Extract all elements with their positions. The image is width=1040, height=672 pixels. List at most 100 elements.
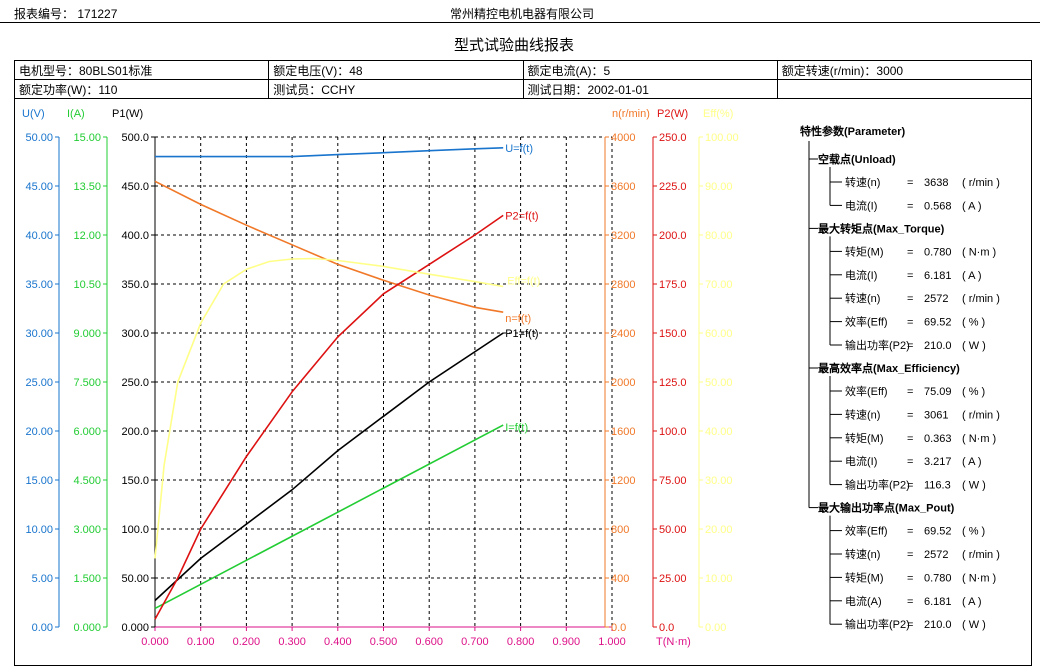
right-axis-tick-label: 3600: [611, 181, 635, 193]
parameter-unit: ( A ): [962, 270, 982, 282]
parameter-unit: ( r/min ): [962, 293, 1000, 305]
parameter-value: 3.217: [924, 456, 952, 468]
parameter-equals: =: [907, 177, 913, 189]
parameter-equals: =: [907, 596, 913, 608]
parameter-name: 转速(n): [845, 175, 880, 189]
right-axis-tick-label: 125.0: [659, 377, 687, 389]
x-tick-label: 1.000: [598, 636, 626, 648]
parameter-name: 输出功率(P2): [845, 338, 910, 352]
parameter-value: 6.181: [924, 596, 952, 608]
chart-panel: [14, 98, 1032, 666]
x-tick-label: 0.600: [415, 636, 443, 648]
parameter-unit: ( N·m ): [962, 433, 996, 445]
left-axis-tick-label: 50.00: [25, 132, 53, 144]
series-label-Eff: Eff=f(t): [507, 275, 540, 287]
parameter-name: 转速(n): [845, 547, 880, 561]
left-axis-tick-label: 10.50: [73, 279, 101, 291]
left-axis-tick-label: 150.0: [121, 475, 149, 487]
info-row: 额定功率(W)：110 测试员：CCHY 测试日期：2002-01-01: [13, 79, 1033, 99]
right-axis-tick-label: 75.00: [659, 475, 687, 487]
right-axis-tick-label: 0.0: [611, 622, 626, 634]
x-tick-label: 0.000: [141, 636, 169, 648]
left-axis-tick-label: 500.0: [121, 132, 149, 144]
parameter-value: 210.0: [924, 619, 952, 631]
parameter-equals: =: [907, 433, 913, 445]
parameter-name: 效率(Eff): [845, 315, 888, 329]
right-axis-tick-label: 90.00: [705, 181, 733, 193]
left-axis-tick-label: 1.500: [73, 573, 101, 585]
parameter-value: 2572: [924, 549, 948, 561]
parameter-equals: =: [907, 246, 913, 258]
parameter-value: 0.780: [924, 246, 952, 258]
left-axis-tick-label: 450.0: [121, 181, 149, 193]
parameter-equals: =: [907, 293, 913, 305]
left-axis-tick-label: 35.00: [25, 279, 53, 291]
parameter-unit: ( A ): [962, 200, 982, 212]
right-axis-tick-label: 200.0: [659, 230, 687, 242]
company-name: 常州精控电机电器有限公司: [450, 7, 595, 21]
parameter-group-title: 最大输出功率点(Max_Pout): [818, 501, 955, 515]
parameter-name: 转矩(M): [845, 431, 884, 445]
right-axis-tick-label: 50.00: [705, 377, 733, 389]
parameter-group-title: 最大转矩点(Max_Torque): [818, 221, 945, 235]
parameter-unit: ( W ): [962, 619, 986, 631]
parameter-name: 转速(n): [845, 291, 880, 305]
motor-info-table: 电机型号：80BLS01标准 额定电压(V)：48 额定电流(A)：5 额定转速…: [13, 60, 1033, 99]
x-tick-label: 0.900: [553, 636, 581, 648]
left-axis-tick-label: 12.00: [73, 230, 101, 242]
x-axis-title: T(N·m): [656, 636, 691, 648]
parameter-equals: =: [907, 340, 913, 352]
left-axis-tick-label: 40.00: [25, 230, 53, 242]
parameter-value: 0.780: [924, 572, 952, 584]
x-tick-label: 0.200: [233, 636, 261, 648]
right-axis-tick-label: 70.00: [705, 279, 733, 291]
left-axis-tick-label: 15.00: [25, 475, 53, 487]
left-axis-tick-label: 50.00: [121, 573, 149, 585]
right-axis-tick-label: 175.0: [659, 279, 687, 291]
right-axis-tick-label: 80.00: [705, 230, 733, 242]
series-label-P2: P2=f(t): [505, 210, 538, 222]
left-axis-tick-label: 400.0: [121, 230, 149, 242]
left-axis-tick-label: 15.00: [73, 132, 101, 144]
right-axis-tick-label: 150.0: [659, 328, 687, 340]
parameter-name: 效率(Eff): [845, 524, 888, 538]
right-axis-title-P2: P2(W): [657, 108, 688, 120]
left-axis-tick-label: 45.00: [25, 181, 53, 193]
series-line-P2: [154, 214, 504, 620]
parameter-unit: ( % ): [962, 317, 985, 329]
parameter-name: 转矩(M): [845, 570, 884, 584]
series-line-I: [154, 424, 504, 610]
x-tick-label: 0.700: [461, 636, 489, 648]
right-axis-title-n: n(r/min): [612, 108, 650, 120]
parameter-unit: ( % ): [962, 386, 985, 398]
series-line-P1: [154, 332, 504, 602]
parameter-equals: =: [907, 409, 913, 421]
parameter-unit: ( N·m ): [962, 572, 996, 584]
left-axis-tick-label: 13.50: [73, 181, 101, 193]
right-axis-tick-label: 225.0: [659, 181, 687, 193]
right-axis-tick-label: 10.00: [705, 573, 733, 585]
left-axis-tick-label: 20.00: [25, 426, 53, 438]
parameter-name: 转速(n): [845, 407, 880, 421]
parameter-equals: =: [907, 526, 913, 538]
right-axis-tick-label: 800: [611, 524, 629, 536]
right-axis-tick-label: 60.00: [705, 328, 733, 340]
x-tick-label: 0.800: [507, 636, 535, 648]
left-axis-tick-label: 7.500: [73, 377, 101, 389]
info-cell: 额定电流(A)：5: [522, 60, 778, 80]
parameter-unit: ( A ): [962, 456, 982, 468]
left-axis-tick-label: 4.500: [73, 475, 101, 487]
right-axis-tick-label: 1200: [611, 475, 635, 487]
parameter-name: 转矩(M): [845, 244, 884, 258]
info-cell: 电机型号：80BLS01标准: [13, 60, 270, 80]
parameter-unit: ( N·m ): [962, 246, 996, 258]
right-axis-title-Eff: Eff(%): [703, 108, 733, 120]
x-tick-label: 0.500: [370, 636, 398, 648]
parameter-name: 输出功率(P2): [845, 478, 910, 492]
left-axis-tick-label: 100.0: [121, 524, 149, 536]
parameter-title: 特性参数(Parameter): [800, 124, 905, 138]
parameter-value: 75.09: [924, 386, 952, 398]
parameter-value: 69.52: [924, 317, 952, 329]
left-axis-tick-label: 200.0: [121, 426, 149, 438]
